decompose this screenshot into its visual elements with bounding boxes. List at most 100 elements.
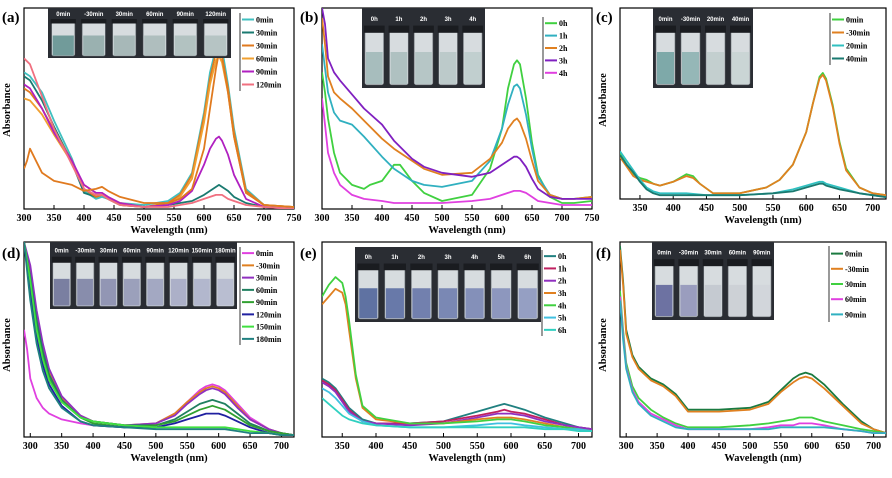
vial-label: 4h <box>469 17 476 23</box>
panel-letter: (d) <box>2 246 20 262</box>
legend: 0min 30min 30min 60min 90min 120min <box>239 13 282 91</box>
legend-entry: 90min <box>256 298 278 307</box>
vial-cap <box>705 25 726 33</box>
y-axis-title: Absorbance <box>598 73 609 127</box>
vial-solution <box>412 288 431 319</box>
series-line-60min <box>24 242 294 436</box>
x-tick-label: 650 <box>227 213 242 224</box>
x-tick-label: 550 <box>180 441 195 452</box>
legend-entry: 0min <box>846 16 864 25</box>
panel-f: (f) 300 350 400 450 500 550 600 650 700 Wavelength… <box>596 241 887 464</box>
series-line-60min <box>620 296 886 434</box>
series-line-90min <box>620 300 886 434</box>
inset-background <box>48 8 231 58</box>
x-tick-label: 400 <box>77 213 92 224</box>
legend-entry: 0h <box>559 19 568 28</box>
series-line-6h <box>322 397 592 432</box>
legend-entry: 120min <box>256 310 282 319</box>
x-tick-label: 650 <box>525 213 540 224</box>
x-tick-label: 450 <box>405 213 420 224</box>
x-tick-label: 700 <box>571 441 586 452</box>
series-line-4h <box>322 98 592 206</box>
vial-photo-inset: 0h 1h 2h 3h 4h 5h 6h <box>355 247 541 322</box>
x-tick-label: 550 <box>465 213 480 224</box>
x-tick-label: 500 <box>148 441 163 452</box>
series-group <box>620 245 886 434</box>
legend-entry: -30min <box>845 265 870 274</box>
legend-entry: 3h <box>559 56 568 65</box>
legend-entry: 2h <box>558 277 567 286</box>
x-tick-label: 500 <box>436 441 451 452</box>
vial-photo-inset: 0min -30min 30min 60min 90min 120min <box>48 8 231 58</box>
x-tick-label: 450 <box>117 441 132 452</box>
vial-label: -30min <box>84 12 104 18</box>
y-axis-title: Absorbance <box>2 318 13 372</box>
x-tick-label: 600 <box>504 441 519 452</box>
vial-label: 2h <box>420 17 427 23</box>
x-tick-label: 450 <box>107 213 122 224</box>
legend-entry: -30min <box>256 261 281 270</box>
series-line-3h <box>322 8 592 200</box>
vial-cap <box>98 256 119 263</box>
series-line--30min <box>620 73 886 197</box>
legend: 0min -30min 30min 60min 90min 120min 150min 180… <box>239 247 282 345</box>
vial-solution <box>385 288 404 319</box>
x-tick-label: 400 <box>369 441 384 452</box>
vial-solution <box>439 52 457 84</box>
x-tick-label: 400 <box>681 441 696 452</box>
vial-label: 3h <box>445 17 452 23</box>
vial-label: 20min <box>707 17 725 23</box>
series-line--30min <box>620 249 886 434</box>
x-tick-label: 350 <box>632 203 647 214</box>
vial-cap <box>680 25 701 33</box>
legend-entry: 30min <box>256 42 278 51</box>
x-tick-label: 550 <box>167 213 182 224</box>
legend: 0min -30min 30min 60min 90min <box>828 246 870 322</box>
vial-solution <box>707 52 724 84</box>
vial-label: 0min <box>56 12 70 18</box>
vial-label: 120min <box>205 12 226 18</box>
vial-label: 3h <box>444 255 451 261</box>
legend-entry: 60min <box>256 55 278 64</box>
vial-solution <box>465 288 484 319</box>
series-line-120min <box>24 242 294 436</box>
series-line-0h <box>322 59 592 204</box>
x-tick-label: 700 <box>866 441 881 452</box>
series-group <box>322 276 592 432</box>
vial-cap <box>192 256 212 263</box>
panel-letter: (e) <box>300 246 317 262</box>
vial-solution <box>123 278 140 306</box>
vial-label: 150min <box>192 249 213 255</box>
x-tick-label: 550 <box>773 441 788 452</box>
vial-photo-inset: 0h 1h 2h 3h 4h <box>362 8 485 88</box>
series-line-30min <box>24 242 294 436</box>
legend-entry: -30min <box>846 29 871 38</box>
series-line-180min <box>24 242 294 436</box>
vial-label: 180min <box>215 249 236 255</box>
x-axis-title: Wavelength (nm) <box>428 225 506 236</box>
vial-label: 30min <box>100 249 118 255</box>
vial-solution <box>147 278 164 306</box>
legend-entry: 4h <box>558 301 567 310</box>
x-tick-label: 500 <box>732 203 747 214</box>
vial-cap <box>172 19 198 24</box>
x-tick-label: 450 <box>711 441 726 452</box>
vial-label: 40min <box>732 17 750 23</box>
x-tick-label: 400 <box>666 203 681 214</box>
legend-entry: 90min <box>845 310 867 319</box>
legend-entry: 30min <box>845 280 867 289</box>
series-line-0h <box>322 377 592 431</box>
legend-entry: 30min <box>256 274 278 283</box>
vial-solution <box>704 284 722 317</box>
vial-solution <box>729 284 746 317</box>
series-group <box>620 72 886 198</box>
x-tick-label: 700 <box>555 213 570 224</box>
panel-letter: (f) <box>596 246 611 262</box>
legend-entry: 3h <box>558 289 567 298</box>
series-line-0min <box>620 245 886 434</box>
x-tick-label: 600 <box>211 441 226 452</box>
x-axis-title: Wavelength (nm) <box>130 225 208 236</box>
x-tick-label: 700 <box>865 203 880 214</box>
legend-entry: 1h <box>558 264 567 273</box>
vial-cap <box>142 19 168 24</box>
